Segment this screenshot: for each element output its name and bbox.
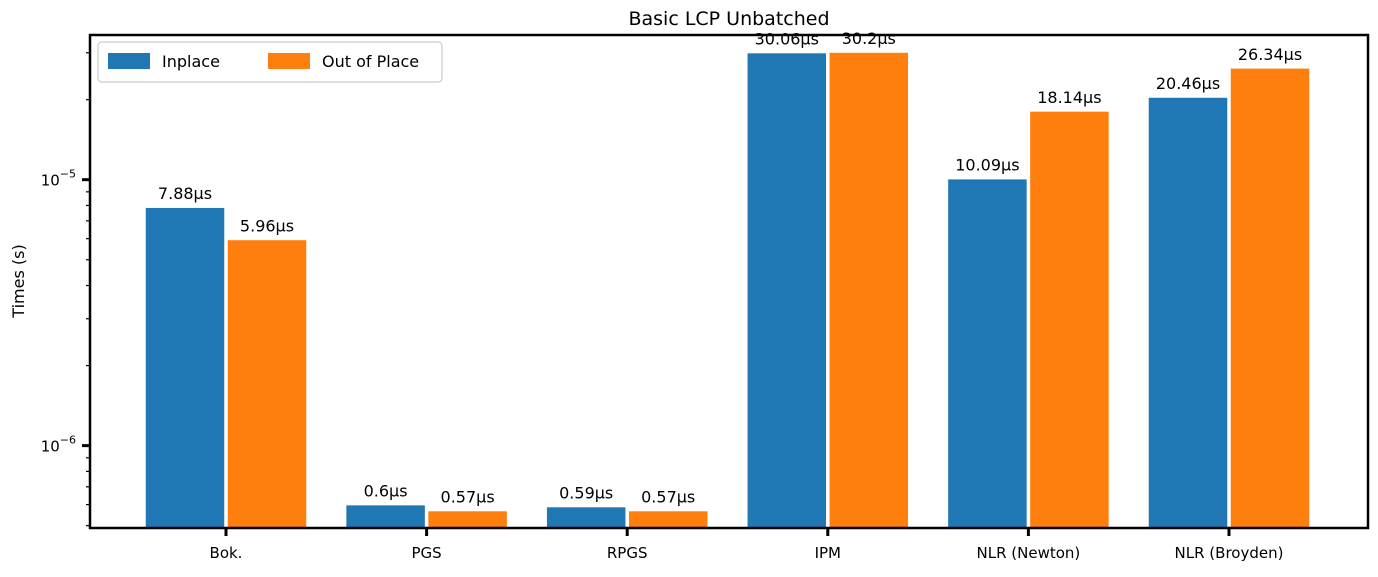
legend-swatch-inplace: [108, 53, 150, 69]
x-axis: Bok. PGS RPGS IPM NLR (Newton) NLR (Broyden): [210, 528, 1284, 562]
plot-frame: [88, 33, 1370, 530]
bars-layer: [144, 51, 1311, 529]
value-label-inplace-2: 0.59μs: [559, 484, 613, 503]
bar-inplace-1: [344, 503, 427, 529]
bar-inplace-3: [746, 51, 828, 529]
legend-label-inplace: Inplace: [162, 52, 220, 71]
value-label-inplace-5: 20.46μs: [1156, 74, 1220, 93]
bar-out-of-place-3: [828, 51, 910, 529]
value-label-inplace-1: 0.6μs: [364, 482, 408, 501]
bar-out-of-place-1: [426, 509, 509, 529]
y-tick-label-1: 10−6: [41, 434, 76, 456]
chart-title: Basic LCP Unbatched: [628, 8, 829, 30]
value-label-out-of-place-2: 0.57μs: [641, 488, 695, 507]
y-tick-label-0: 10−5: [41, 168, 76, 190]
value-label-out-of-place-1: 0.57μs: [441, 488, 495, 507]
bar-out-of-place-4: [1028, 110, 1111, 529]
x-tick-label-4: NLR (Newton): [977, 544, 1081, 562]
x-tick-label-1: PGS: [411, 544, 441, 562]
bar-inplace-5: [1147, 96, 1229, 529]
bar-out-of-place-5: [1229, 67, 1311, 529]
value-label-out-of-place-3: 30.2μs: [842, 29, 896, 48]
bar-inplace-2: [545, 505, 627, 529]
bar-out-of-place-2: [627, 509, 709, 529]
legend: Inplace Out of Place: [97, 41, 443, 83]
value-label-inplace-4: 10.09μs: [955, 156, 1019, 175]
value-label-out-of-place-4: 18.14μs: [1037, 88, 1101, 107]
bar-out-of-place-0: [226, 238, 308, 529]
y-axis: 10−5 10−6: [41, 52, 90, 527]
x-tick-label-3: IPM: [815, 544, 841, 562]
legend-swatch-out-of-place: [268, 53, 310, 69]
x-tick-label-0: Bok.: [210, 544, 243, 562]
y-axis-title: Times (s): [9, 244, 28, 318]
value-label-inplace-3: 30.06μs: [755, 30, 819, 49]
value-label-inplace-0: 7.88μs: [158, 184, 212, 203]
bar-inplace-0: [144, 206, 226, 529]
x-tick-label-2: RPGS: [607, 544, 648, 562]
value-label-out-of-place-0: 5.96μs: [240, 216, 294, 235]
value-labels-layer: 7.88μs 0.6μs 0.59μs 30.06μs 10.09μs 20.46μs 5.…: [158, 29, 1302, 506]
legend-label-out-of-place: Out of Place: [322, 52, 419, 71]
x-tick-label-5: NLR (Broyden): [1175, 544, 1284, 562]
bar-inplace-4: [946, 177, 1029, 529]
value-label-out-of-place-5: 26.34μs: [1238, 45, 1302, 64]
